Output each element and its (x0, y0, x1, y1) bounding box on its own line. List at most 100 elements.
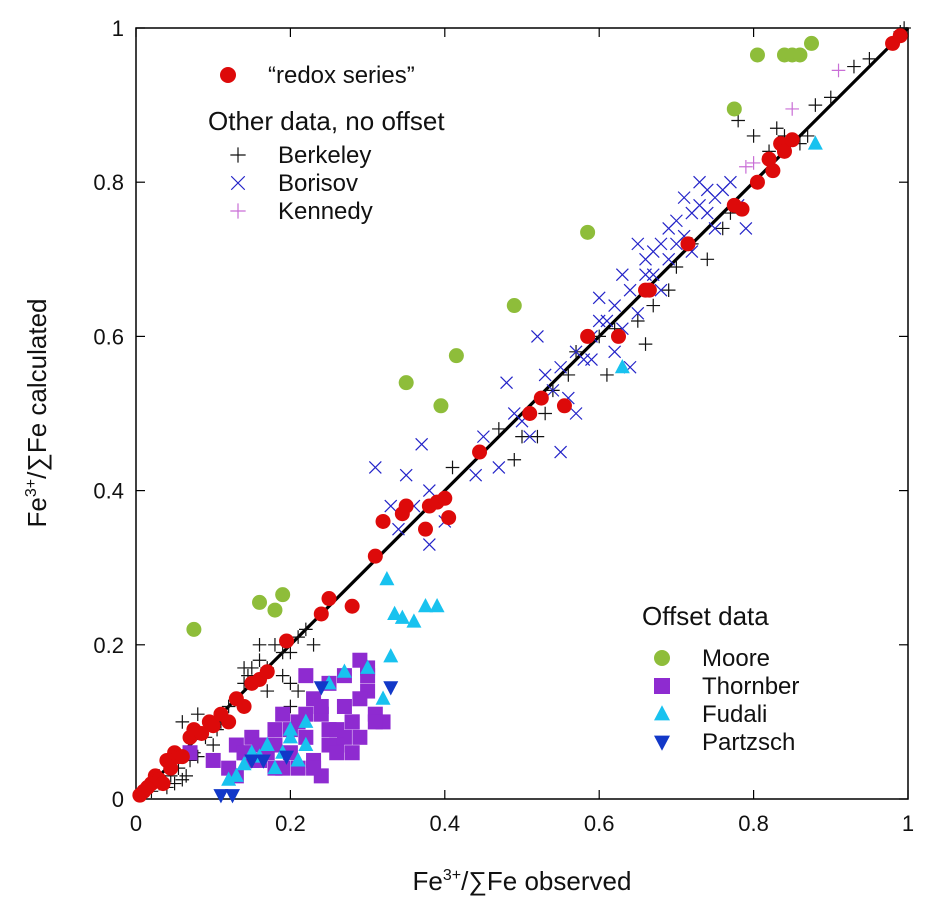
point-partzsch (255, 754, 271, 769)
series-partzsch (213, 681, 399, 804)
y-tick-label: 0 (112, 787, 124, 812)
point-thornber (329, 745, 345, 761)
point-borisov (669, 214, 683, 228)
point-moore (398, 375, 414, 391)
point-berkeley (561, 368, 576, 382)
legend-heading-other-data: Other data, no offset (208, 106, 445, 136)
point-borisov (500, 376, 513, 390)
point-borisov (422, 538, 436, 551)
legend-label-redox: “redox series” (268, 62, 415, 89)
point-redox (522, 406, 538, 421)
point-fudali (228, 767, 244, 782)
point-redox (437, 490, 453, 506)
point-kennedy (739, 159, 753, 174)
point-borisov (669, 237, 683, 251)
point-redox (680, 236, 696, 252)
x-tick-label: 1 (902, 811, 914, 836)
y-tick-label: 0.2 (93, 633, 124, 658)
point-berkeley (638, 337, 653, 351)
point-redox (734, 201, 750, 217)
point-borisov (546, 383, 560, 397)
point-fudali (375, 690, 391, 705)
point-fudali (807, 135, 823, 150)
legend-item-thornber: Thornber (654, 673, 799, 700)
legend-item-borisov: Borisov (230, 170, 358, 197)
series-borisov (368, 175, 753, 551)
point-redox (749, 174, 765, 190)
point-thornber (352, 729, 368, 745)
series-moore (186, 35, 819, 637)
legend-marker-redox (220, 67, 236, 83)
point-partzsch (279, 750, 295, 765)
plot-area-border (135, 27, 909, 800)
point-berkeley (700, 252, 715, 267)
point-borisov (523, 430, 537, 444)
legend-label-borisov: Borisov (278, 170, 358, 197)
point-berkeley (492, 422, 506, 436)
legend-heading-offset-data: Offset data (642, 601, 769, 631)
legend-item-partzsch: Partzsch (654, 729, 795, 756)
point-berkeley (283, 645, 298, 660)
point-redox (533, 390, 549, 406)
point-berkeley (237, 661, 251, 675)
point-berkeley (252, 638, 267, 652)
point-borisov (554, 445, 568, 459)
legend-marker-partzsch (654, 735, 670, 751)
point-redox (205, 718, 221, 734)
y-axis-title-superscript: 3+ (23, 479, 40, 497)
point-redox (765, 163, 781, 179)
point-fudali (394, 609, 410, 624)
point-borisov (646, 245, 660, 259)
point-fudali (298, 736, 314, 752)
point-moore (433, 398, 449, 414)
point-redox (580, 328, 596, 344)
point-fudali (336, 663, 352, 678)
point-borisov (538, 368, 552, 382)
point-berkeley (847, 59, 861, 74)
y-tick-label: 0.4 (93, 479, 124, 504)
point-moore (267, 602, 283, 618)
point-redox (344, 598, 360, 614)
y-tick-label: 0.8 (93, 170, 124, 195)
x-tick-label: 0.4 (430, 811, 461, 836)
point-fudali (267, 759, 283, 775)
point-redox (761, 151, 777, 167)
y-axis-title-rest: /∑Fe calculated (22, 299, 52, 479)
point-berkeley (800, 129, 815, 143)
point-partzsch (244, 754, 260, 769)
point-moore (186, 621, 202, 637)
axis-ticks: 0 0.2 0.4 0.6 0.8 1 0 0.2 0.4 0.6 0.8 1 (93, 16, 914, 836)
point-berkeley (275, 668, 290, 683)
svg-text:Fe3+/∑Fe observed: Fe3+/∑Fe observed (413, 866, 632, 896)
plot-frame (135, 27, 909, 800)
point-borisov (392, 522, 405, 536)
point-kennedy (831, 63, 846, 78)
point-berkeley (515, 429, 529, 444)
point-berkeley (283, 676, 298, 691)
svg-text:Fe3+/∑Fe calculated: Fe3+/∑Fe calculated (22, 299, 52, 528)
point-borisov (368, 461, 382, 474)
point-thornber (298, 668, 314, 684)
point-borisov (654, 283, 668, 297)
point-thornber (352, 691, 368, 707)
point-redox (472, 444, 488, 460)
point-borisov (608, 299, 622, 312)
point-berkeley (283, 699, 298, 714)
point-borisov (585, 353, 598, 366)
point-partzsch (225, 789, 240, 804)
point-redox (784, 132, 800, 148)
point-berkeley (661, 283, 676, 297)
point-borisov (592, 314, 606, 328)
point-moore (804, 35, 819, 51)
point-redox (313, 606, 329, 622)
point-thornber (336, 698, 352, 714)
point-thornber (344, 745, 360, 761)
point-redox (174, 749, 190, 765)
x-tick-label: 0 (130, 811, 142, 836)
point-redox (418, 521, 433, 537)
point-moore (252, 594, 268, 610)
point-fudali (298, 713, 314, 728)
point-fudali (614, 358, 630, 374)
point-fudali (418, 598, 433, 613)
point-thornber (344, 714, 360, 730)
